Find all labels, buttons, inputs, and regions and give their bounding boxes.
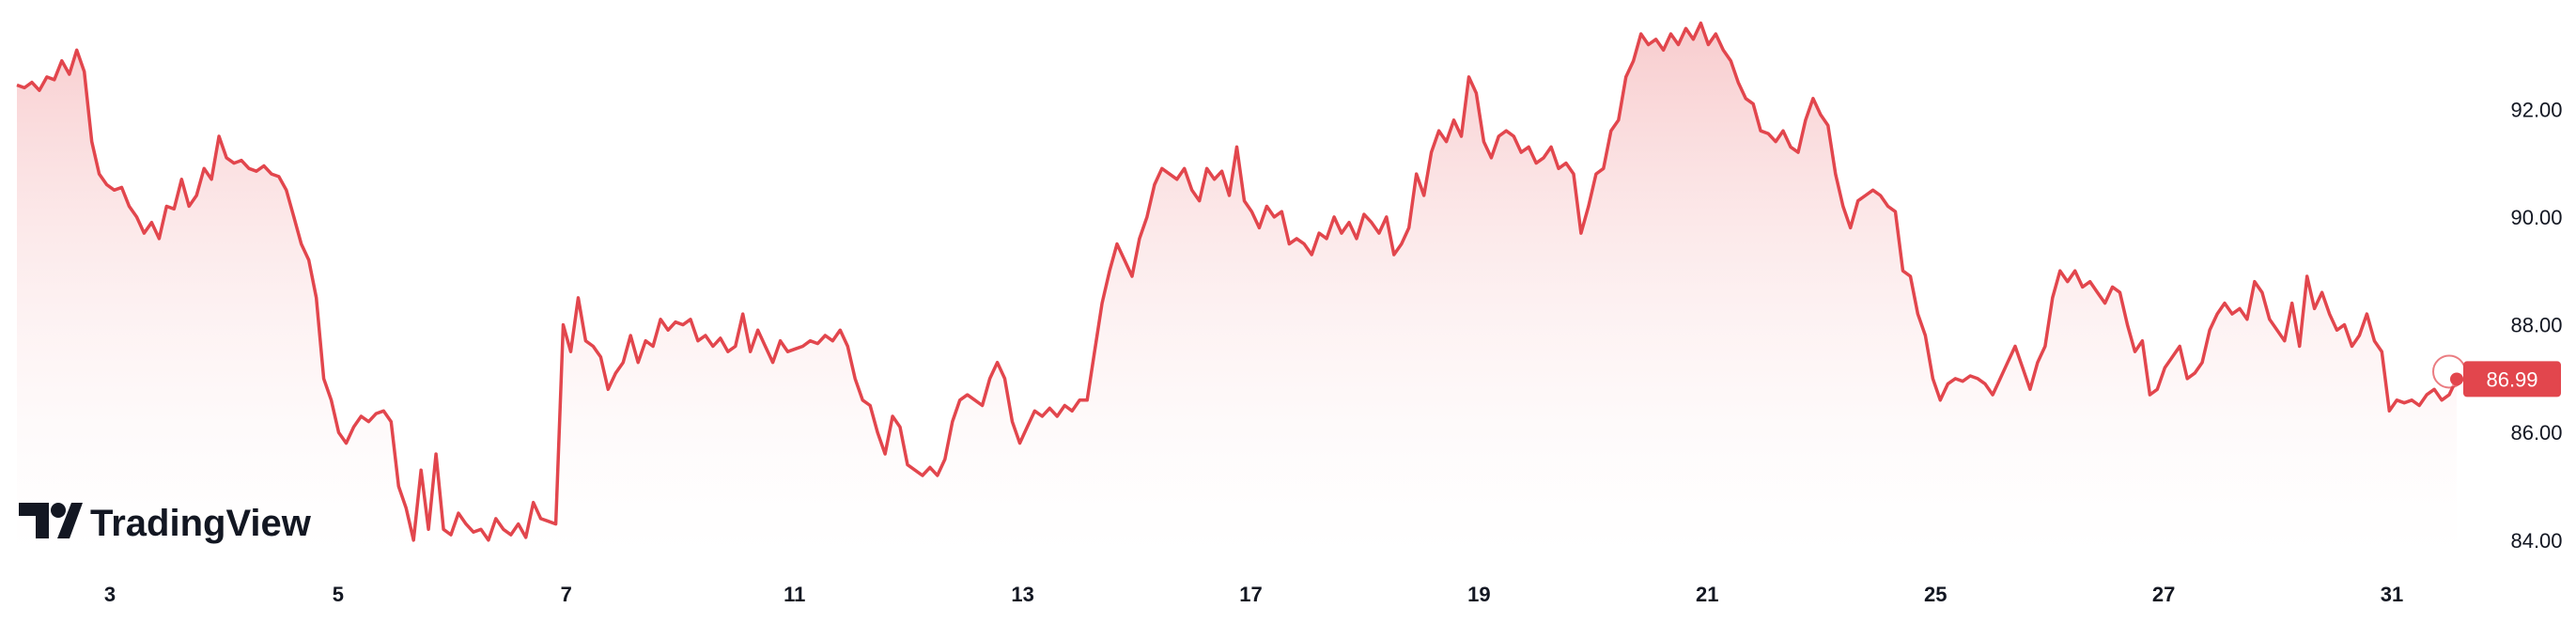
x-tick-label: 11: [784, 583, 805, 606]
x-tick-label: 17: [1239, 583, 1262, 606]
x-tick-label: 3: [104, 583, 116, 606]
tradingview-logo-icon: [19, 503, 83, 538]
x-tick-label: 13: [1011, 583, 1033, 606]
series-area-fill: [17, 23, 2457, 557]
plot-area: [16, 21, 2459, 557]
tradingview-logo[interactable]: TradingView: [19, 503, 312, 544]
x-tick-label: 25: [1924, 583, 1947, 606]
y-tick-label: 84.00: [2510, 529, 2562, 553]
last-point-dot: [2450, 372, 2463, 386]
y-tick-label: 88.00: [2510, 314, 2562, 337]
last-value-marker: 86.99: [2432, 354, 2561, 397]
x-tick-label: 31: [2381, 583, 2403, 606]
x-tick-label: 7: [561, 583, 572, 606]
last-value-label: 86.99: [2486, 367, 2537, 391]
tradingview-logo-text: TradingView: [90, 503, 312, 544]
x-tick-label: 21: [1696, 583, 1718, 606]
x-axis: 3 5 7 11 13 17 19 21 25 27 31: [104, 583, 2403, 606]
y-axis: 92.00 90.00 88.00 86.00 84.00: [2510, 98, 2562, 553]
series-line: [16, 21, 2459, 542]
x-tick-label: 27: [2152, 583, 2175, 606]
last-value-badge: [2463, 361, 2561, 397]
x-tick-label: 5: [333, 583, 344, 606]
y-tick-label: 92.00: [2510, 98, 2562, 121]
x-tick-label: 19: [1467, 583, 1490, 606]
y-tick-label: 90.00: [2510, 206, 2562, 229]
y-tick-label: 86.00: [2510, 421, 2562, 444]
